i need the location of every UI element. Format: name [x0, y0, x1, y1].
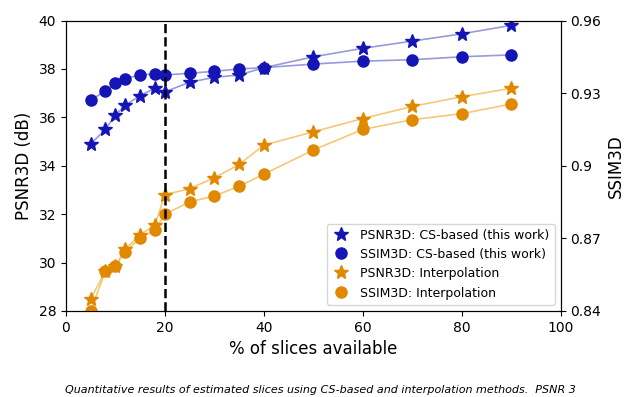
Y-axis label: SSIM3D: SSIM3D [607, 134, 625, 198]
SSIM3D: Interpolation: (30, 32.8): Interpolation: (30, 32.8) [211, 194, 218, 198]
PSNR3D: Interpolation: (80, 36.9): Interpolation: (80, 36.9) [458, 94, 466, 99]
PSNR3D: CS-based (this work): (15, 36.9): CS-based (this work): (15, 36.9) [136, 93, 144, 98]
PSNR3D: Interpolation: (12, 30.6): Interpolation: (12, 30.6) [122, 247, 129, 252]
PSNR3D: CS-based (this work): (70, 39.1): CS-based (this work): (70, 39.1) [408, 39, 416, 43]
SSIM3D: Interpolation: (50, 34.6): Interpolation: (50, 34.6) [310, 148, 317, 152]
PSNR3D: CS-based (this work): (25, 37.5): CS-based (this work): (25, 37.5) [186, 80, 193, 85]
Text: Quantitative results of estimated slices using CS-based and interpolation method: Quantitative results of estimated slices… [65, 385, 575, 395]
SSIM3D: CS-based (this work): (40, 38): CS-based (this work): (40, 38) [260, 66, 268, 70]
SSIM3D: CS-based (this work): (80, 38.5): CS-based (this work): (80, 38.5) [458, 54, 466, 59]
PSNR3D: Interpolation: (50, 35.4): Interpolation: (50, 35.4) [310, 129, 317, 134]
SSIM3D: CS-based (this work): (8, 37.1): CS-based (this work): (8, 37.1) [102, 88, 109, 93]
SSIM3D: Interpolation: (35, 33.1): Interpolation: (35, 33.1) [236, 184, 243, 189]
SSIM3D: CS-based (this work): (60, 38.3): CS-based (this work): (60, 38.3) [359, 59, 367, 64]
PSNR3D: Interpolation: (25, 33): Interpolation: (25, 33) [186, 186, 193, 191]
SSIM3D: CS-based (this work): (12, 37.6): CS-based (this work): (12, 37.6) [122, 76, 129, 81]
PSNR3D: CS-based (this work): (60, 38.9): CS-based (this work): (60, 38.9) [359, 46, 367, 51]
SSIM3D: CS-based (this work): (25, 37.8): CS-based (this work): (25, 37.8) [186, 71, 193, 76]
PSNR3D: CS-based (this work): (80, 39.5): CS-based (this work): (80, 39.5) [458, 31, 466, 36]
SSIM3D: Interpolation: (10, 29.9): Interpolation: (10, 29.9) [111, 264, 119, 268]
PSNR3D: CS-based (this work): (12, 36.5): CS-based (this work): (12, 36.5) [122, 103, 129, 108]
SSIM3D: CS-based (this work): (20, 37.8): CS-based (this work): (20, 37.8) [161, 73, 169, 77]
SSIM3D: Interpolation: (90, 36.5): Interpolation: (90, 36.5) [508, 102, 515, 106]
PSNR3D: Interpolation: (70, 36.5): Interpolation: (70, 36.5) [408, 104, 416, 109]
Y-axis label: PSNR3D (dB): PSNR3D (dB) [15, 112, 33, 220]
PSNR3D: CS-based (this work): (30, 37.6): CS-based (this work): (30, 37.6) [211, 75, 218, 80]
PSNR3D: CS-based (this work): (10, 36.1): CS-based (this work): (10, 36.1) [111, 112, 119, 117]
SSIM3D: Interpolation: (18, 31.4): Interpolation: (18, 31.4) [151, 227, 159, 232]
PSNR3D: Interpolation: (35, 34): Interpolation: (35, 34) [236, 162, 243, 167]
SSIM3D: CS-based (this work): (30, 37.9): CS-based (this work): (30, 37.9) [211, 69, 218, 74]
SSIM3D: Interpolation: (70, 35.9): Interpolation: (70, 35.9) [408, 118, 416, 122]
PSNR3D: Interpolation: (30, 33.5): Interpolation: (30, 33.5) [211, 175, 218, 180]
PSNR3D: Interpolation: (8, 29.6): Interpolation: (8, 29.6) [102, 269, 109, 274]
Legend: PSNR3D: CS-based (this work), SSIM3D: CS-based (this work), PSNR3D: Interpolatio: PSNR3D: CS-based (this work), SSIM3D: CS… [326, 224, 555, 304]
X-axis label: % of slices available: % of slices available [229, 340, 397, 358]
PSNR3D: CS-based (this work): (50, 38.5): CS-based (this work): (50, 38.5) [310, 54, 317, 59]
SSIM3D: CS-based (this work): (5, 36.7): CS-based (this work): (5, 36.7) [87, 98, 95, 103]
SSIM3D: CS-based (this work): (50, 38.2): CS-based (this work): (50, 38.2) [310, 62, 317, 66]
SSIM3D: Interpolation: (8, 29.6): Interpolation: (8, 29.6) [102, 269, 109, 274]
SSIM3D: Interpolation: (25, 32.5): Interpolation: (25, 32.5) [186, 200, 193, 204]
PSNR3D: Interpolation: (5, 28.5): Interpolation: (5, 28.5) [87, 297, 95, 301]
PSNR3D: Interpolation: (90, 37.2): Interpolation: (90, 37.2) [508, 86, 515, 91]
PSNR3D: Interpolation: (15, 31.1): Interpolation: (15, 31.1) [136, 232, 144, 237]
PSNR3D: CS-based (this work): (40, 38): CS-based (this work): (40, 38) [260, 66, 268, 70]
PSNR3D: Interpolation: (10, 29.9): Interpolation: (10, 29.9) [111, 264, 119, 268]
PSNR3D: Interpolation: (40, 34.9): Interpolation: (40, 34.9) [260, 143, 268, 148]
Line: PSNR3D: CS-based (this work): PSNR3D: CS-based (this work) [84, 18, 518, 151]
SSIM3D: CS-based (this work): (18, 37.8): CS-based (this work): (18, 37.8) [151, 71, 159, 76]
PSNR3D: Interpolation: (18, 31.6): Interpolation: (18, 31.6) [151, 223, 159, 227]
SSIM3D: CS-based (this work): (90, 38.6): CS-based (this work): (90, 38.6) [508, 52, 515, 57]
SSIM3D: CS-based (this work): (10, 37.4): CS-based (this work): (10, 37.4) [111, 81, 119, 86]
PSNR3D: CS-based (this work): (90, 39.8): CS-based (this work): (90, 39.8) [508, 23, 515, 28]
PSNR3D: CS-based (this work): (20, 37): CS-based (this work): (20, 37) [161, 89, 169, 94]
SSIM3D: Interpolation: (5, 28): Interpolation: (5, 28) [87, 308, 95, 313]
SSIM3D: CS-based (this work): (15, 37.8): CS-based (this work): (15, 37.8) [136, 73, 144, 77]
Line: SSIM3D: Interpolation: SSIM3D: Interpolation [85, 98, 517, 316]
PSNR3D: CS-based (this work): (5, 34.9): CS-based (this work): (5, 34.9) [87, 142, 95, 146]
SSIM3D: Interpolation: (15, 31): Interpolation: (15, 31) [136, 236, 144, 241]
SSIM3D: CS-based (this work): (70, 38.4): CS-based (this work): (70, 38.4) [408, 57, 416, 62]
SSIM3D: Interpolation: (12, 30.4): Interpolation: (12, 30.4) [122, 249, 129, 254]
PSNR3D: CS-based (this work): (35, 37.8): CS-based (this work): (35, 37.8) [236, 73, 243, 77]
PSNR3D: Interpolation: (60, 36): Interpolation: (60, 36) [359, 116, 367, 121]
Line: PSNR3D: Interpolation: PSNR3D: Interpolation [84, 81, 518, 306]
Line: SSIM3D: CS-based (this work): SSIM3D: CS-based (this work) [85, 49, 517, 106]
SSIM3D: CS-based (this work): (35, 38): CS-based (this work): (35, 38) [236, 67, 243, 71]
SSIM3D: Interpolation: (20, 32): Interpolation: (20, 32) [161, 212, 169, 216]
SSIM3D: Interpolation: (40, 33.6): Interpolation: (40, 33.6) [260, 172, 268, 177]
SSIM3D: Interpolation: (80, 36.1): Interpolation: (80, 36.1) [458, 111, 466, 116]
PSNR3D: Interpolation: (20, 32.8): Interpolation: (20, 32.8) [161, 193, 169, 197]
PSNR3D: CS-based (this work): (18, 37.2): CS-based (this work): (18, 37.2) [151, 86, 159, 91]
SSIM3D: Interpolation: (60, 35.5): Interpolation: (60, 35.5) [359, 127, 367, 132]
PSNR3D: CS-based (this work): (8, 35.5): CS-based (this work): (8, 35.5) [102, 127, 109, 132]
